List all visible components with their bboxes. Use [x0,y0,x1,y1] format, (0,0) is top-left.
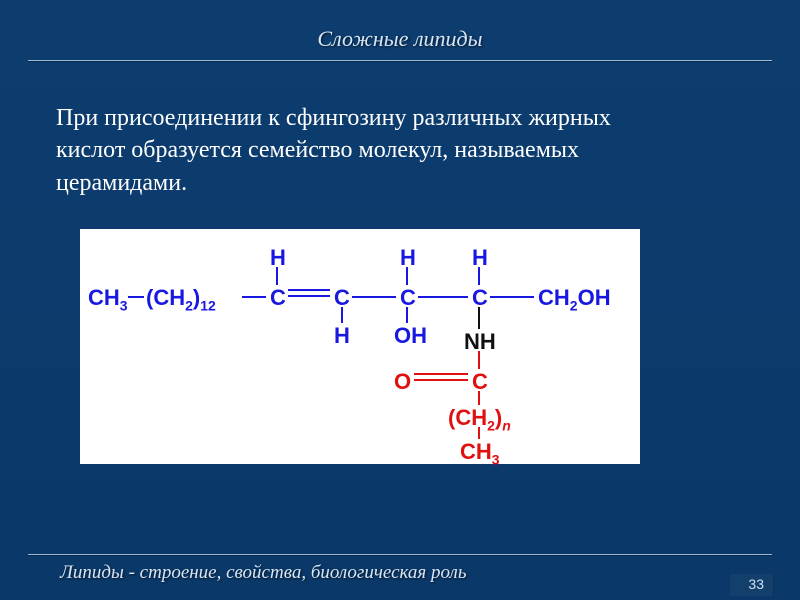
footer-text: Липиды - строение, свойства, биологическ… [0,562,800,584]
page-number: 33 [748,576,764,592]
slide-header: Сложные липиды [0,0,800,62]
bond-lines [80,229,640,464]
body-paragraph: При присоединении к сфингозину различных… [0,62,720,219]
slide-title: Сложные липиды [0,26,800,60]
ceramide-structure-diagram: CH3(CH2)12HCCHHCOHHCCH2OHNHOC(CH2)nCH3 [80,229,640,464]
slide-footer: Липиды - строение, свойства, биологическ… [0,554,800,600]
footer-divider [28,554,772,556]
